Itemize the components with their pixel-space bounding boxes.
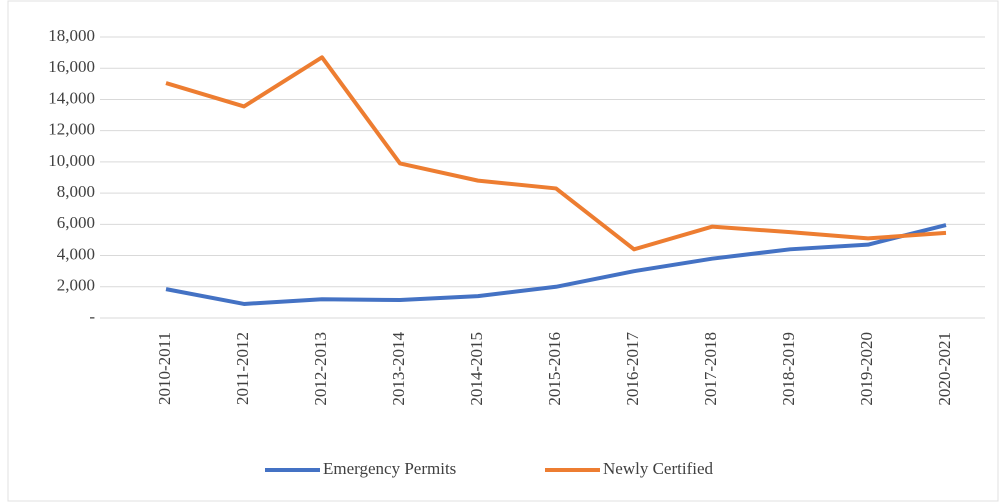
- y-tick-label: 16,000: [48, 57, 95, 76]
- x-tick-label: 2019-2020: [857, 332, 876, 406]
- y-tick-label: 8,000: [57, 182, 95, 201]
- y-tick-label: 4,000: [57, 244, 95, 263]
- y-tick-label: 12,000: [48, 120, 95, 139]
- y-tick-label: 14,000: [48, 88, 95, 107]
- x-tick-label: 2011-2012: [233, 332, 252, 405]
- x-tick-label: 2015-2016: [545, 332, 564, 406]
- legend-label: Newly Certified: [603, 459, 713, 478]
- y-tick-label: 10,000: [48, 151, 95, 170]
- x-tick-label: 2012-2013: [311, 332, 330, 406]
- series-line: [165, 223, 947, 306]
- x-tick-label: 2013-2014: [389, 332, 408, 406]
- y-tick-label: 2,000: [57, 276, 95, 295]
- x-tick-label: 2010-2011: [155, 332, 174, 405]
- chart-frame: [7, 0, 999, 502]
- x-tick-label: 2014-2015: [467, 332, 486, 406]
- x-tick-label: 2018-2019: [779, 332, 798, 406]
- x-tick-label: 2017-2018: [701, 332, 720, 406]
- series-line: [165, 55, 947, 252]
- x-tick-label: 2016-2017: [623, 332, 642, 406]
- x-tick-label: 2020-2021: [935, 332, 954, 406]
- y-tick-label: 6,000: [57, 213, 95, 232]
- y-tick-label: -: [89, 307, 95, 326]
- y-tick-label: 18,000: [48, 26, 95, 45]
- legend-label: Emergency Permits: [323, 459, 456, 478]
